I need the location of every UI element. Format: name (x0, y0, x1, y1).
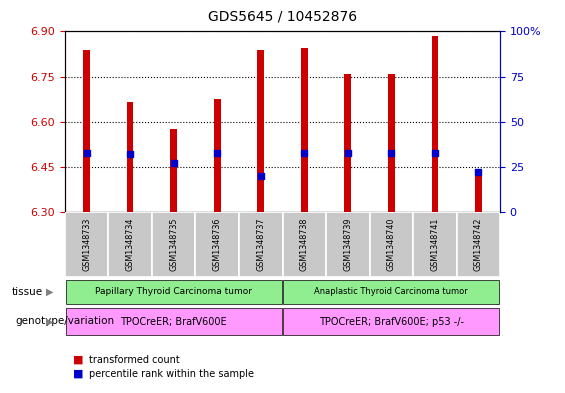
Text: GSM1348736: GSM1348736 (213, 218, 221, 271)
Text: transformed count: transformed count (89, 354, 180, 365)
Text: GSM1348742: GSM1348742 (474, 218, 483, 272)
Text: tissue: tissue (11, 286, 42, 297)
Bar (108, 212, 152, 277)
Point (299, 149, 308, 156)
Bar (84, 50, 90, 212)
Text: Anaplastic Thyroid Carcinoma tumor: Anaplastic Thyroid Carcinoma tumor (314, 287, 468, 296)
Bar (282, 212, 326, 277)
Point (212, 149, 221, 156)
Bar (284, 280, 499, 303)
Text: TPOCreER; BrafV600E: TPOCreER; BrafV600E (120, 317, 227, 327)
Point (126, 151, 135, 158)
Bar (475, 172, 481, 212)
Bar (127, 102, 133, 212)
Point (82, 149, 92, 156)
Text: Papillary Thyroid Carcinoma tumor: Papillary Thyroid Carcinoma tumor (95, 287, 252, 296)
Point (343, 149, 353, 156)
Bar (214, 99, 220, 212)
Text: ■: ■ (73, 354, 84, 365)
Point (431, 149, 440, 156)
Text: GSM1348738: GSM1348738 (300, 218, 308, 271)
Bar (301, 48, 307, 212)
Text: ▶: ▶ (46, 286, 54, 297)
Point (170, 160, 179, 167)
Bar (284, 309, 499, 335)
Bar (65, 212, 108, 277)
Text: GSM1348733: GSM1348733 (82, 218, 91, 271)
Text: ▶: ▶ (46, 316, 54, 327)
Bar (345, 73, 351, 212)
Bar (413, 212, 457, 277)
Point (257, 173, 266, 179)
Bar (388, 73, 394, 212)
Text: GSM1348739: GSM1348739 (344, 218, 352, 272)
Bar (195, 212, 239, 277)
Bar (171, 129, 177, 212)
Text: ■: ■ (73, 369, 84, 379)
Text: GSM1348737: GSM1348737 (257, 218, 265, 272)
Bar (239, 212, 282, 277)
Bar (66, 280, 281, 303)
Bar (370, 212, 413, 277)
Text: TPOCreER; BrafV600E; p53 -/-: TPOCreER; BrafV600E; p53 -/- (319, 317, 464, 327)
Text: GSM1348741: GSM1348741 (431, 218, 439, 271)
Text: GDS5645 / 10452876: GDS5645 / 10452876 (208, 10, 357, 24)
Text: GSM1348740: GSM1348740 (387, 218, 396, 271)
Bar (66, 309, 281, 335)
Text: genotype/variation: genotype/variation (16, 316, 115, 327)
Text: percentile rank within the sample: percentile rank within the sample (89, 369, 254, 379)
Bar (258, 50, 264, 212)
Point (473, 169, 483, 176)
Text: GSM1348735: GSM1348735 (170, 218, 178, 272)
Text: GSM1348734: GSM1348734 (126, 218, 134, 271)
Bar (457, 212, 500, 277)
Bar (152, 212, 195, 277)
Bar (432, 36, 438, 212)
Bar (326, 212, 370, 277)
Point (386, 149, 396, 156)
